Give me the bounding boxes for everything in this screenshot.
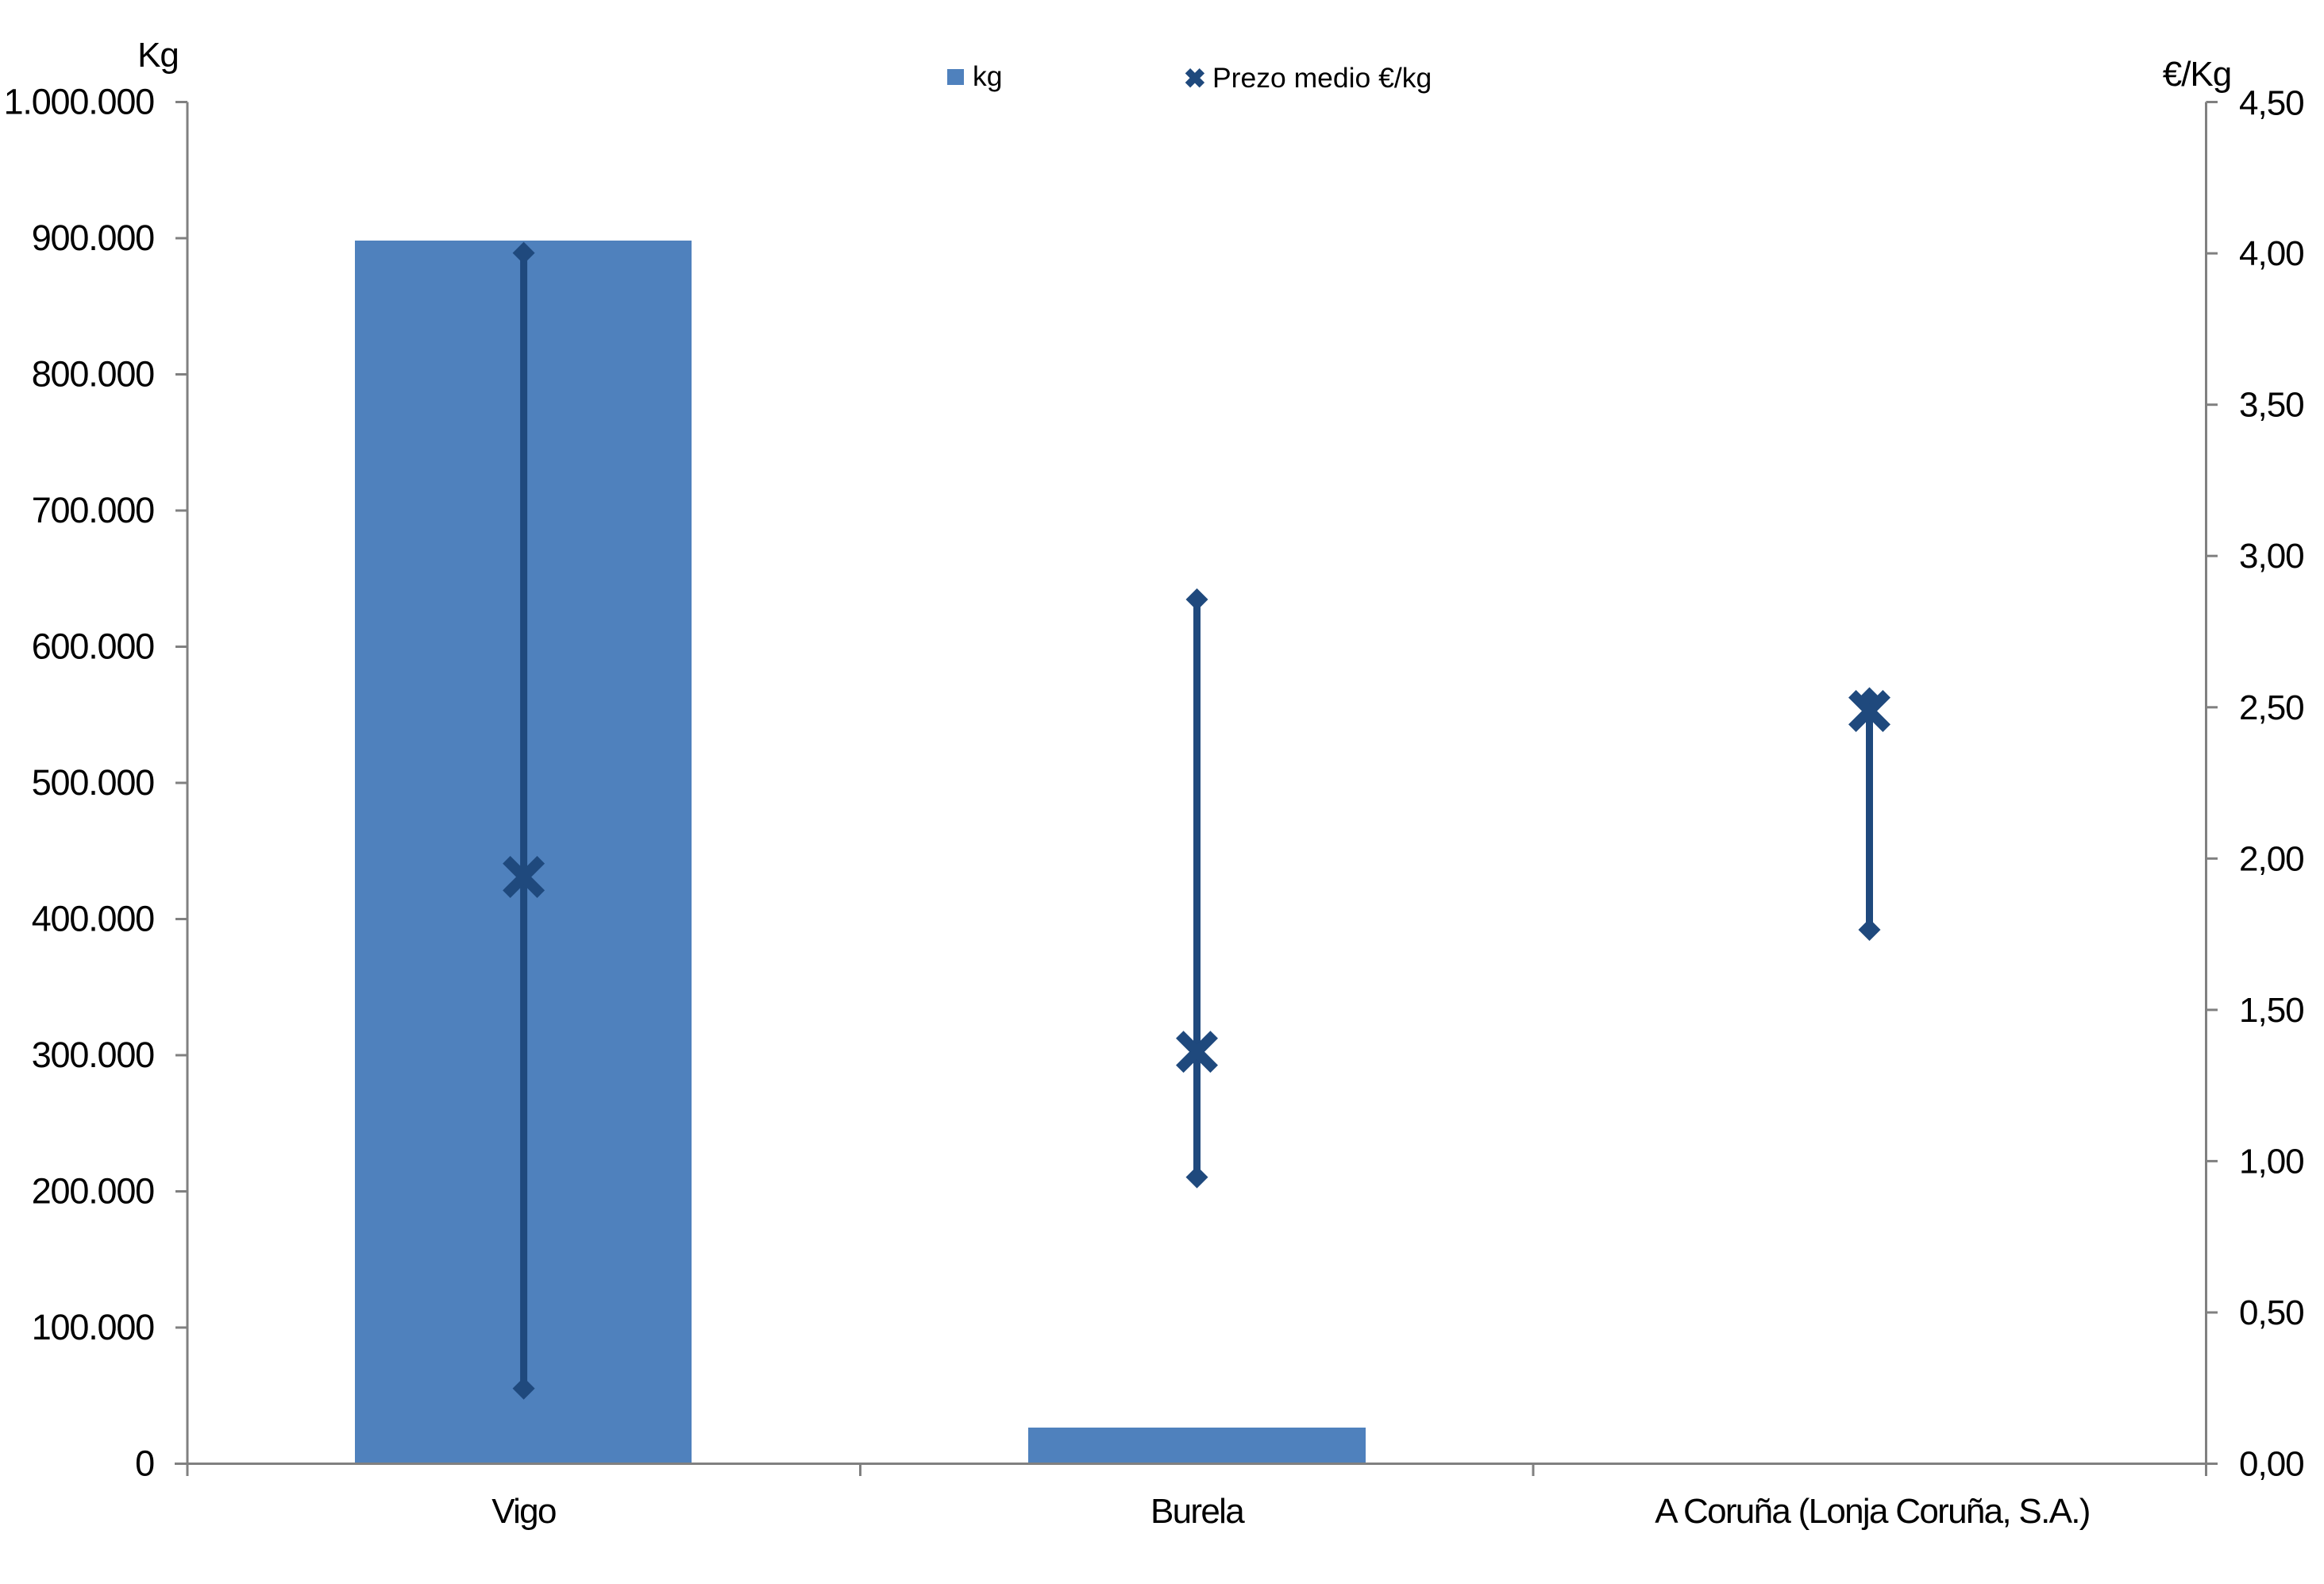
svg-text:0: 0 — [135, 1443, 154, 1484]
svg-text:A Coruña (Lonja Coruña, S.A.): A Coruña (Lonja Coruña, S.A.) — [1655, 1492, 2089, 1531]
svg-text:600.000: 600.000 — [32, 626, 154, 667]
svg-text:€/Kg: €/Kg — [2163, 55, 2232, 94]
svg-text:Prezo medio €/kg: Prezo medio €/kg — [1212, 62, 1432, 94]
svg-text:Burela: Burela — [1150, 1492, 1245, 1531]
svg-text:Vigo: Vigo — [491, 1492, 556, 1531]
svg-text:0,00: 0,00 — [2239, 1445, 2304, 1484]
svg-text:kg: kg — [973, 60, 1003, 92]
svg-text:300.000: 300.000 — [32, 1035, 154, 1075]
svg-text:1,50: 1,50 — [2239, 991, 2304, 1030]
svg-text:2,00: 2,00 — [2239, 839, 2304, 878]
svg-text:1.000.000: 1.000.000 — [4, 82, 155, 122]
svg-text:900.000: 900.000 — [32, 218, 154, 258]
svg-text:400.000: 400.000 — [32, 899, 154, 939]
svg-text:800.000: 800.000 — [32, 354, 154, 395]
svg-text:Kg: Kg — [137, 36, 179, 75]
svg-text:0,50: 0,50 — [2239, 1293, 2304, 1332]
svg-text:3,00: 3,00 — [2239, 537, 2304, 576]
svg-text:700.000: 700.000 — [32, 490, 154, 530]
svg-text:3,50: 3,50 — [2239, 386, 2304, 425]
svg-text:500.000: 500.000 — [32, 762, 154, 803]
svg-text:2,50: 2,50 — [2239, 688, 2304, 727]
svg-text:100.000: 100.000 — [32, 1307, 154, 1347]
svg-text:4,00: 4,00 — [2239, 234, 2304, 273]
svg-text:4,50: 4,50 — [2239, 84, 2304, 123]
svg-text:1,00: 1,00 — [2239, 1142, 2304, 1181]
svg-text:200.000: 200.000 — [32, 1171, 154, 1212]
